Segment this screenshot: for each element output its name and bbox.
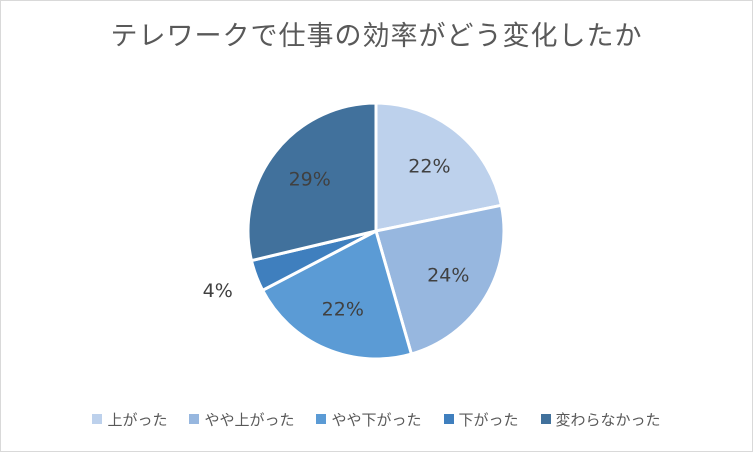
legend-item-2: やや上がった xyxy=(189,409,294,430)
legend-swatch xyxy=(316,414,327,424)
legend-swatch xyxy=(92,414,103,424)
chart-title: テレワークで仕事の効率がどう変化したか xyxy=(110,21,643,52)
pie-slice-5 xyxy=(246,101,378,263)
legend-label: 上がった xyxy=(107,410,168,429)
legend-swatch xyxy=(189,414,200,424)
legend-swatch xyxy=(540,414,551,424)
pie-slice-2 xyxy=(374,203,506,356)
legend-swatch xyxy=(443,414,454,424)
legend-item-4: 下がった xyxy=(443,409,519,430)
legend-item-1: 上がった xyxy=(92,409,167,430)
data-label-5: 29% xyxy=(289,169,331,191)
legend-label: 下がった xyxy=(458,410,519,429)
data-label-1: 22% xyxy=(408,156,450,178)
legend: 上がった やや上がった やや下がった 下がった 変わらなかった xyxy=(0,406,753,432)
pie-slice-3 xyxy=(261,229,413,361)
data-label-2: 24% xyxy=(427,265,469,287)
legend-label: 変わらなかった xyxy=(555,410,661,429)
legend-label: やや上がった xyxy=(204,410,295,429)
legend-item-5: 変わらなかった xyxy=(540,409,661,430)
legend-label: やや下がった xyxy=(331,410,422,429)
legend-item-3: やや下がった xyxy=(316,409,422,430)
data-label-3: 22% xyxy=(322,299,364,321)
pie-slice-1 xyxy=(374,101,503,233)
data-label-4: 4% xyxy=(203,280,233,302)
